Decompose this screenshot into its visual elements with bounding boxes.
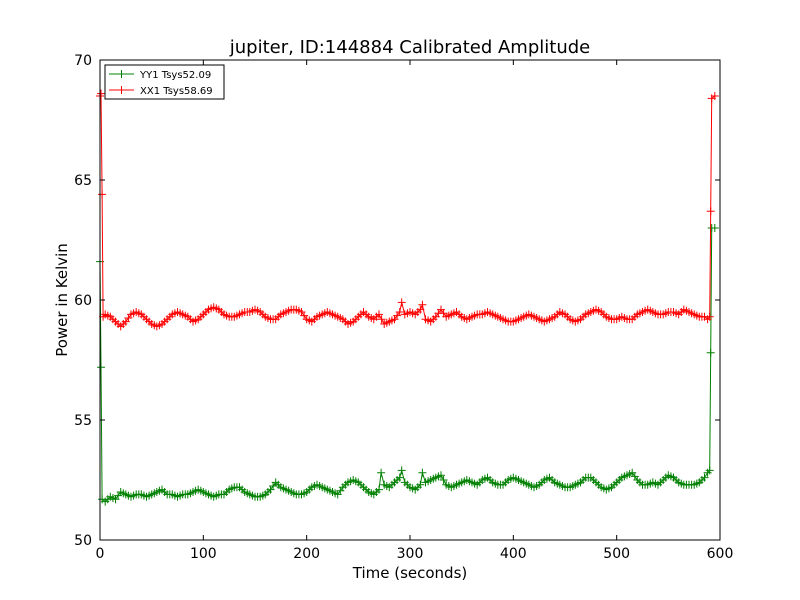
data-point: [395, 308, 404, 316]
data-point: [377, 315, 386, 324]
data-point: [377, 468, 386, 477]
series-markers-0: [96, 224, 719, 506]
data-point: [98, 190, 107, 199]
legend: YY1 Tsys52.09 XX1 Tsys58.69: [104, 64, 225, 100]
x-axis: 0 100 200 300 400 500 600: [96, 60, 734, 562]
data-point: [706, 207, 715, 216]
legend-frame: [104, 64, 225, 100]
x-axis-label: Time (seconds): [352, 564, 468, 582]
data-point: [397, 466, 406, 475]
data-point: [439, 476, 448, 484]
data-point: [705, 312, 714, 321]
data-point: [710, 92, 719, 100]
data-point: [418, 300, 427, 309]
x-tick-label: 200: [293, 546, 320, 562]
legend-marker-xx1: [117, 86, 126, 94]
series-markers-1: [96, 89, 719, 331]
data-point: [97, 363, 105, 372]
data-point: [705, 466, 714, 475]
x-tick-label: 400: [500, 546, 527, 562]
data-point: [397, 298, 406, 307]
data-point: [97, 89, 105, 98]
data-point: [700, 473, 709, 482]
data-point: [375, 310, 383, 319]
y-tick-label: 55: [74, 413, 92, 429]
x-tick-label: 100: [190, 546, 217, 562]
data-point: [418, 468, 427, 477]
data-point: [416, 480, 425, 489]
y-tick-label: 50: [74, 533, 92, 549]
data-point: [375, 485, 383, 494]
data-point: [710, 224, 719, 232]
legend-marker-yy1: [117, 70, 126, 78]
data-point: [395, 473, 404, 482]
y-axis-label: Power in Kelvin: [53, 243, 71, 357]
x-tick-label: 600: [707, 546, 734, 562]
legend-label-yy1: YY1 Tsys52.09: [139, 70, 211, 81]
x-tick-label: 300: [397, 546, 424, 562]
y-tick-label: 65: [74, 173, 92, 189]
y-tick-label: 60: [74, 293, 92, 309]
y-tick-label: 70: [74, 53, 92, 69]
series-layer: [96, 89, 719, 506]
data-point: [437, 471, 445, 480]
legend-label-xx1: XX1 Tsys58.69: [140, 86, 213, 97]
axes-background: [100, 60, 720, 540]
data-point: [416, 305, 425, 314]
y-axis: 50 55 60 65 70: [74, 53, 720, 549]
x-tick-label: 500: [603, 546, 630, 562]
x-tick-label: 0: [96, 546, 105, 562]
data-point: [706, 348, 715, 357]
chart-title: jupiter, ID:144884 Calibrated Amplitude: [229, 37, 590, 58]
plot-area: [96, 59, 721, 541]
